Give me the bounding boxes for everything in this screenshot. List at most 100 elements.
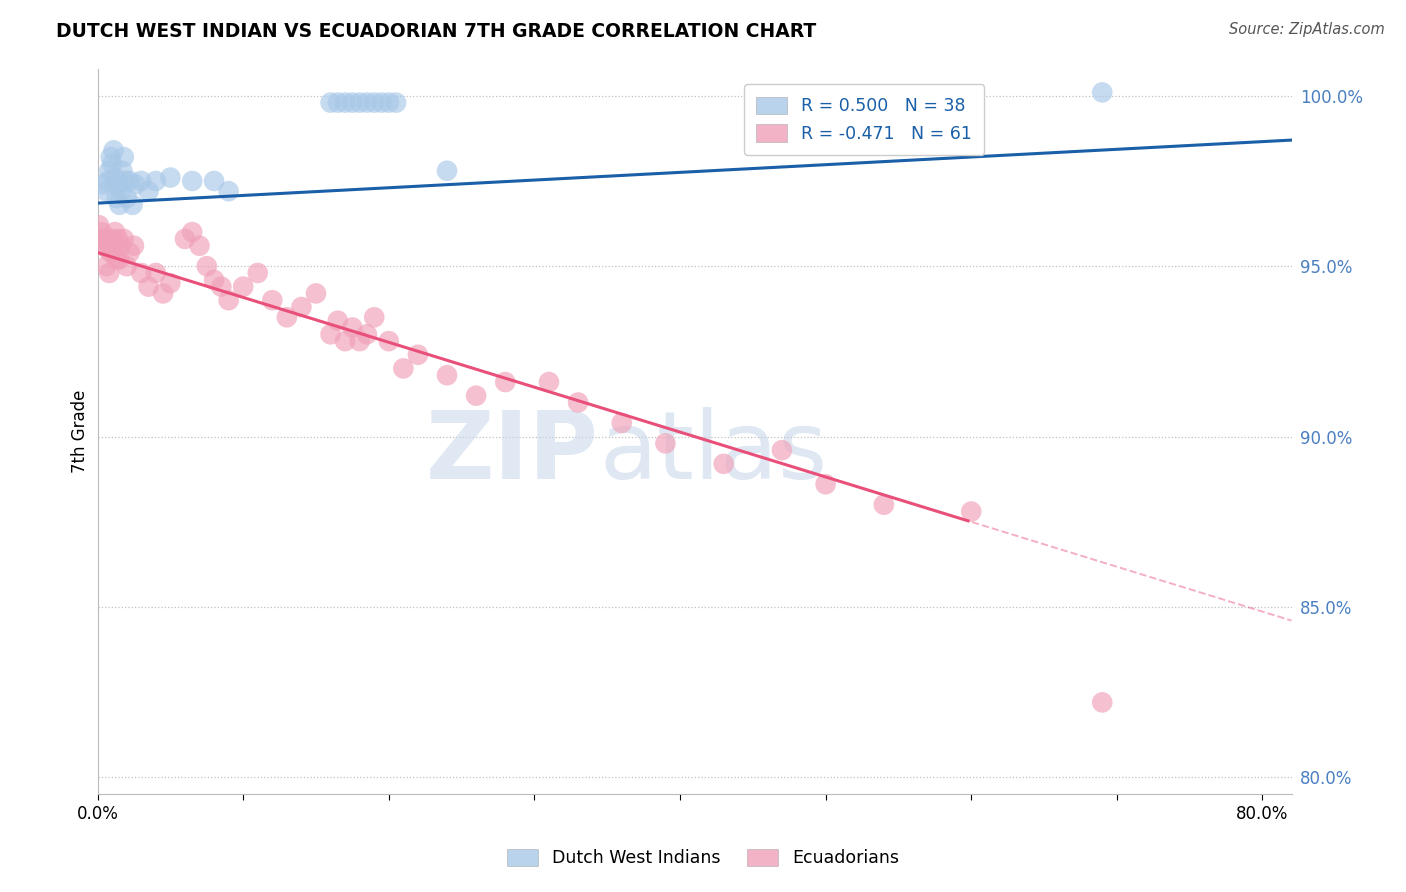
Point xyxy=(103,144,125,158)
Point xyxy=(232,279,254,293)
Point xyxy=(436,163,458,178)
Legend: R = 0.500   N = 38, R = -0.471   N = 61: R = 0.500 N = 38, R = -0.471 N = 61 xyxy=(744,85,984,155)
Point xyxy=(105,191,128,205)
Point xyxy=(110,184,132,198)
Point xyxy=(342,95,364,110)
Point xyxy=(112,150,135,164)
Point xyxy=(262,293,284,308)
Point xyxy=(98,266,121,280)
Point xyxy=(107,178,129,192)
Point xyxy=(101,232,124,246)
Point xyxy=(174,232,197,246)
Point xyxy=(349,95,371,110)
Point xyxy=(385,95,408,110)
Point xyxy=(122,238,145,252)
Point xyxy=(1091,695,1114,709)
Point xyxy=(108,252,131,267)
Point xyxy=(202,174,225,188)
Point xyxy=(363,95,385,110)
Point xyxy=(100,245,122,260)
Point xyxy=(356,327,378,342)
Point xyxy=(567,395,589,409)
Point xyxy=(465,389,488,403)
Y-axis label: 7th Grade: 7th Grade xyxy=(72,390,89,473)
Point xyxy=(290,300,312,314)
Point xyxy=(654,436,676,450)
Point xyxy=(209,279,232,293)
Point xyxy=(319,95,342,110)
Point xyxy=(356,95,378,110)
Point xyxy=(87,219,110,233)
Point xyxy=(363,310,385,325)
Point xyxy=(326,314,349,328)
Point xyxy=(537,375,560,389)
Point xyxy=(121,198,143,212)
Point xyxy=(610,416,633,430)
Point xyxy=(770,443,793,458)
Point xyxy=(319,327,342,342)
Point xyxy=(333,334,356,348)
Point xyxy=(89,232,111,246)
Point xyxy=(378,334,401,348)
Point xyxy=(114,174,136,188)
Point xyxy=(494,375,516,389)
Point xyxy=(110,238,132,252)
Point xyxy=(333,95,356,110)
Text: Source: ZipAtlas.com: Source: ZipAtlas.com xyxy=(1229,22,1385,37)
Point xyxy=(326,95,349,110)
Point xyxy=(118,245,141,260)
Point xyxy=(104,225,127,239)
Point xyxy=(305,286,328,301)
Point xyxy=(103,242,125,256)
Point xyxy=(107,232,129,246)
Point xyxy=(129,174,152,188)
Point xyxy=(202,273,225,287)
Point xyxy=(98,163,121,178)
Point xyxy=(342,320,364,334)
Point xyxy=(124,178,146,192)
Point xyxy=(108,198,131,212)
Point xyxy=(195,259,218,273)
Legend: Dutch West Indians, Ecuadorians: Dutch West Indians, Ecuadorians xyxy=(501,842,905,874)
Point xyxy=(96,184,118,198)
Point xyxy=(138,279,160,293)
Point xyxy=(436,368,458,383)
Point xyxy=(378,95,401,110)
Point xyxy=(91,225,114,239)
Point xyxy=(159,276,181,290)
Point xyxy=(188,238,211,252)
Point xyxy=(93,238,115,252)
Point xyxy=(101,157,124,171)
Point xyxy=(97,174,120,188)
Point xyxy=(112,232,135,246)
Point xyxy=(105,252,128,267)
Point xyxy=(96,259,118,273)
Text: atlas: atlas xyxy=(599,408,827,500)
Point xyxy=(246,266,269,280)
Point xyxy=(873,498,896,512)
Point xyxy=(115,259,138,273)
Point xyxy=(115,191,138,205)
Point xyxy=(960,504,983,518)
Point xyxy=(814,477,837,491)
Point xyxy=(181,225,204,239)
Point xyxy=(276,310,298,325)
Point xyxy=(145,266,167,280)
Point xyxy=(94,232,117,246)
Point xyxy=(129,266,152,280)
Point xyxy=(218,293,240,308)
Text: DUTCH WEST INDIAN VS ECUADORIAN 7TH GRADE CORRELATION CHART: DUTCH WEST INDIAN VS ECUADORIAN 7TH GRAD… xyxy=(56,22,817,41)
Point xyxy=(138,184,160,198)
Point xyxy=(218,184,240,198)
Point xyxy=(93,178,115,192)
Point xyxy=(370,95,392,110)
Point xyxy=(100,150,122,164)
Point xyxy=(406,348,429,362)
Text: ZIP: ZIP xyxy=(426,408,599,500)
Point xyxy=(181,174,204,188)
Point xyxy=(145,174,167,188)
Point xyxy=(1091,86,1114,100)
Point xyxy=(118,174,141,188)
Point xyxy=(104,170,127,185)
Point xyxy=(111,163,134,178)
